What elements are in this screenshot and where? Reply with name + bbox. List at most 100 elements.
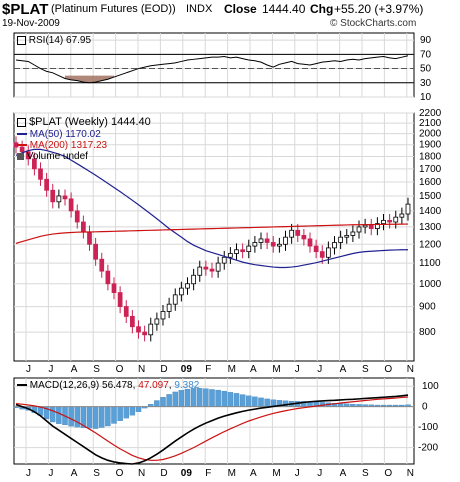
- candle-body: [332, 242, 337, 249]
- candle-body: [44, 178, 49, 191]
- macd-histogram-bar: [190, 388, 197, 407]
- candle-body: [148, 323, 154, 336]
- macd-histogram-bar: [252, 396, 258, 407]
- candle-body: [179, 287, 184, 296]
- candle-body: [326, 247, 331, 258]
- macd-line: [15, 394, 409, 465]
- watermark: © StockCharts.com: [330, 18, 417, 29]
- macd-signal-line: [15, 396, 409, 461]
- volume-swatch: [17, 152, 24, 160]
- macd-histogram-bar: [239, 394, 246, 407]
- candle-body: [375, 223, 380, 230]
- candle-body: [19, 146, 25, 153]
- volume-legend-value: undef: [62, 151, 88, 162]
- macd-histogram-bar: [111, 406, 117, 424]
- macd-x-label: N: [138, 468, 145, 479]
- volume-legend: Volume undef: [17, 151, 88, 162]
- price-tick-label: 1400: [419, 206, 442, 217]
- price-x-label: J: [48, 364, 53, 375]
- price-legend-swatch: [17, 117, 26, 127]
- candle-body: [215, 262, 221, 272]
- candle-body: [264, 238, 270, 243]
- candle-body: [117, 292, 123, 307]
- candle-body: [381, 219, 386, 225]
- candle-body: [172, 294, 178, 305]
- instrument-name: (Platinum Futures (EOD)): [51, 3, 176, 15]
- price-tick-label: 900: [419, 302, 436, 313]
- chart-date: 19-Nov-2009: [2, 18, 60, 29]
- candle-body: [62, 195, 68, 200]
- macd-histogram-bar: [246, 395, 252, 407]
- macd-histogram-bar: [227, 392, 234, 407]
- macd-tick-label: 0: [422, 402, 428, 413]
- price-x-label: A: [340, 364, 347, 375]
- candle-body: [93, 243, 98, 260]
- candle-body: [166, 303, 172, 312]
- candle-body: [405, 203, 411, 215]
- candle-body: [301, 235, 307, 240]
- rsi-line: [15, 55, 409, 84]
- macd-x-label: O: [384, 468, 392, 479]
- price-tick-label: 1700: [419, 164, 442, 175]
- candle-body: [197, 266, 203, 276]
- candle-body: [344, 235, 350, 238]
- price-tick-label: 1600: [419, 177, 442, 188]
- macd-histogram-bar: [105, 406, 111, 427]
- candle-body: [228, 253, 233, 258]
- macd-histogram-bar: [166, 394, 172, 407]
- ma200-legend-name: MA(200): [29, 140, 69, 151]
- symbol: $PLAT: [2, 1, 49, 18]
- price-legend-main: $PLAT (Weekly) 1444.40: [17, 116, 151, 128]
- macd-histogram-bar: [209, 389, 215, 407]
- candle-body: [289, 229, 294, 238]
- candle-body: [87, 231, 92, 245]
- candle-body: [203, 266, 209, 270]
- price-x-label: N: [138, 364, 145, 375]
- price-tick-label: 1000: [419, 279, 442, 290]
- candle-body: [368, 224, 374, 230]
- rsi-tick-label: 30: [420, 78, 432, 89]
- rsi-tick-label: 50: [420, 64, 432, 75]
- chart-header: $PLAT (Platinum Futures (EOD)) INDX Clos…: [0, 0, 460, 20]
- rsi-legend: RSI(14) 67.95: [17, 35, 91, 46]
- macd-histogram-bar: [99, 406, 105, 428]
- price-tick-label: 2000: [419, 129, 442, 140]
- price-tick-label: 1800: [419, 151, 442, 162]
- ma50-legend: MA(50) 1170.02: [17, 129, 101, 140]
- price-x-label: S: [93, 364, 100, 375]
- price-x-label: J: [295, 364, 300, 375]
- macd-histogram-bar: [92, 406, 99, 429]
- candle-body: [209, 268, 215, 272]
- price-x-label: M: [228, 364, 236, 375]
- macd-histogram-bar: [50, 406, 56, 423]
- candle-body: [356, 226, 362, 233]
- price-legend-title: $PLAT (Weekly) 1444.40: [29, 116, 151, 128]
- close-label: Close: [224, 2, 257, 16]
- price-x-label: 09: [181, 364, 193, 375]
- rsi-oversold-fill: [65, 75, 114, 83]
- macd-x-label: N: [407, 468, 414, 479]
- macd-histogram-bar: [135, 406, 142, 412]
- macd-legend: MACD(12,26,9) 56.478, 47.097, 9.382: [17, 380, 199, 391]
- candle-body: [74, 210, 80, 223]
- price-x-label: D: [160, 364, 167, 375]
- candle-body: [136, 326, 141, 333]
- price-x-label: A: [250, 364, 257, 375]
- signal-legend-value: 47.097: [138, 380, 169, 391]
- candle-body: [99, 258, 105, 272]
- price-tick-label: 1200: [419, 239, 442, 250]
- macd-x-label: M: [228, 468, 236, 479]
- candle-body: [38, 168, 43, 180]
- candle-body: [270, 242, 276, 247]
- candle-body: [221, 256, 227, 264]
- rsi-legend-text: RSI(14) 67.95: [28, 35, 92, 46]
- rsi-tick-label: 10: [420, 92, 432, 103]
- macd-x-label: A: [340, 468, 347, 479]
- macd-x-label: J: [317, 468, 322, 479]
- price-x-label: O: [384, 364, 392, 375]
- macd-x-label: A: [71, 468, 78, 479]
- price-tick-label: 1300: [419, 222, 442, 233]
- macd-tick-label: 100: [422, 381, 439, 392]
- macd-histogram-bar: [154, 400, 160, 407]
- exchange: INDX: [186, 3, 213, 15]
